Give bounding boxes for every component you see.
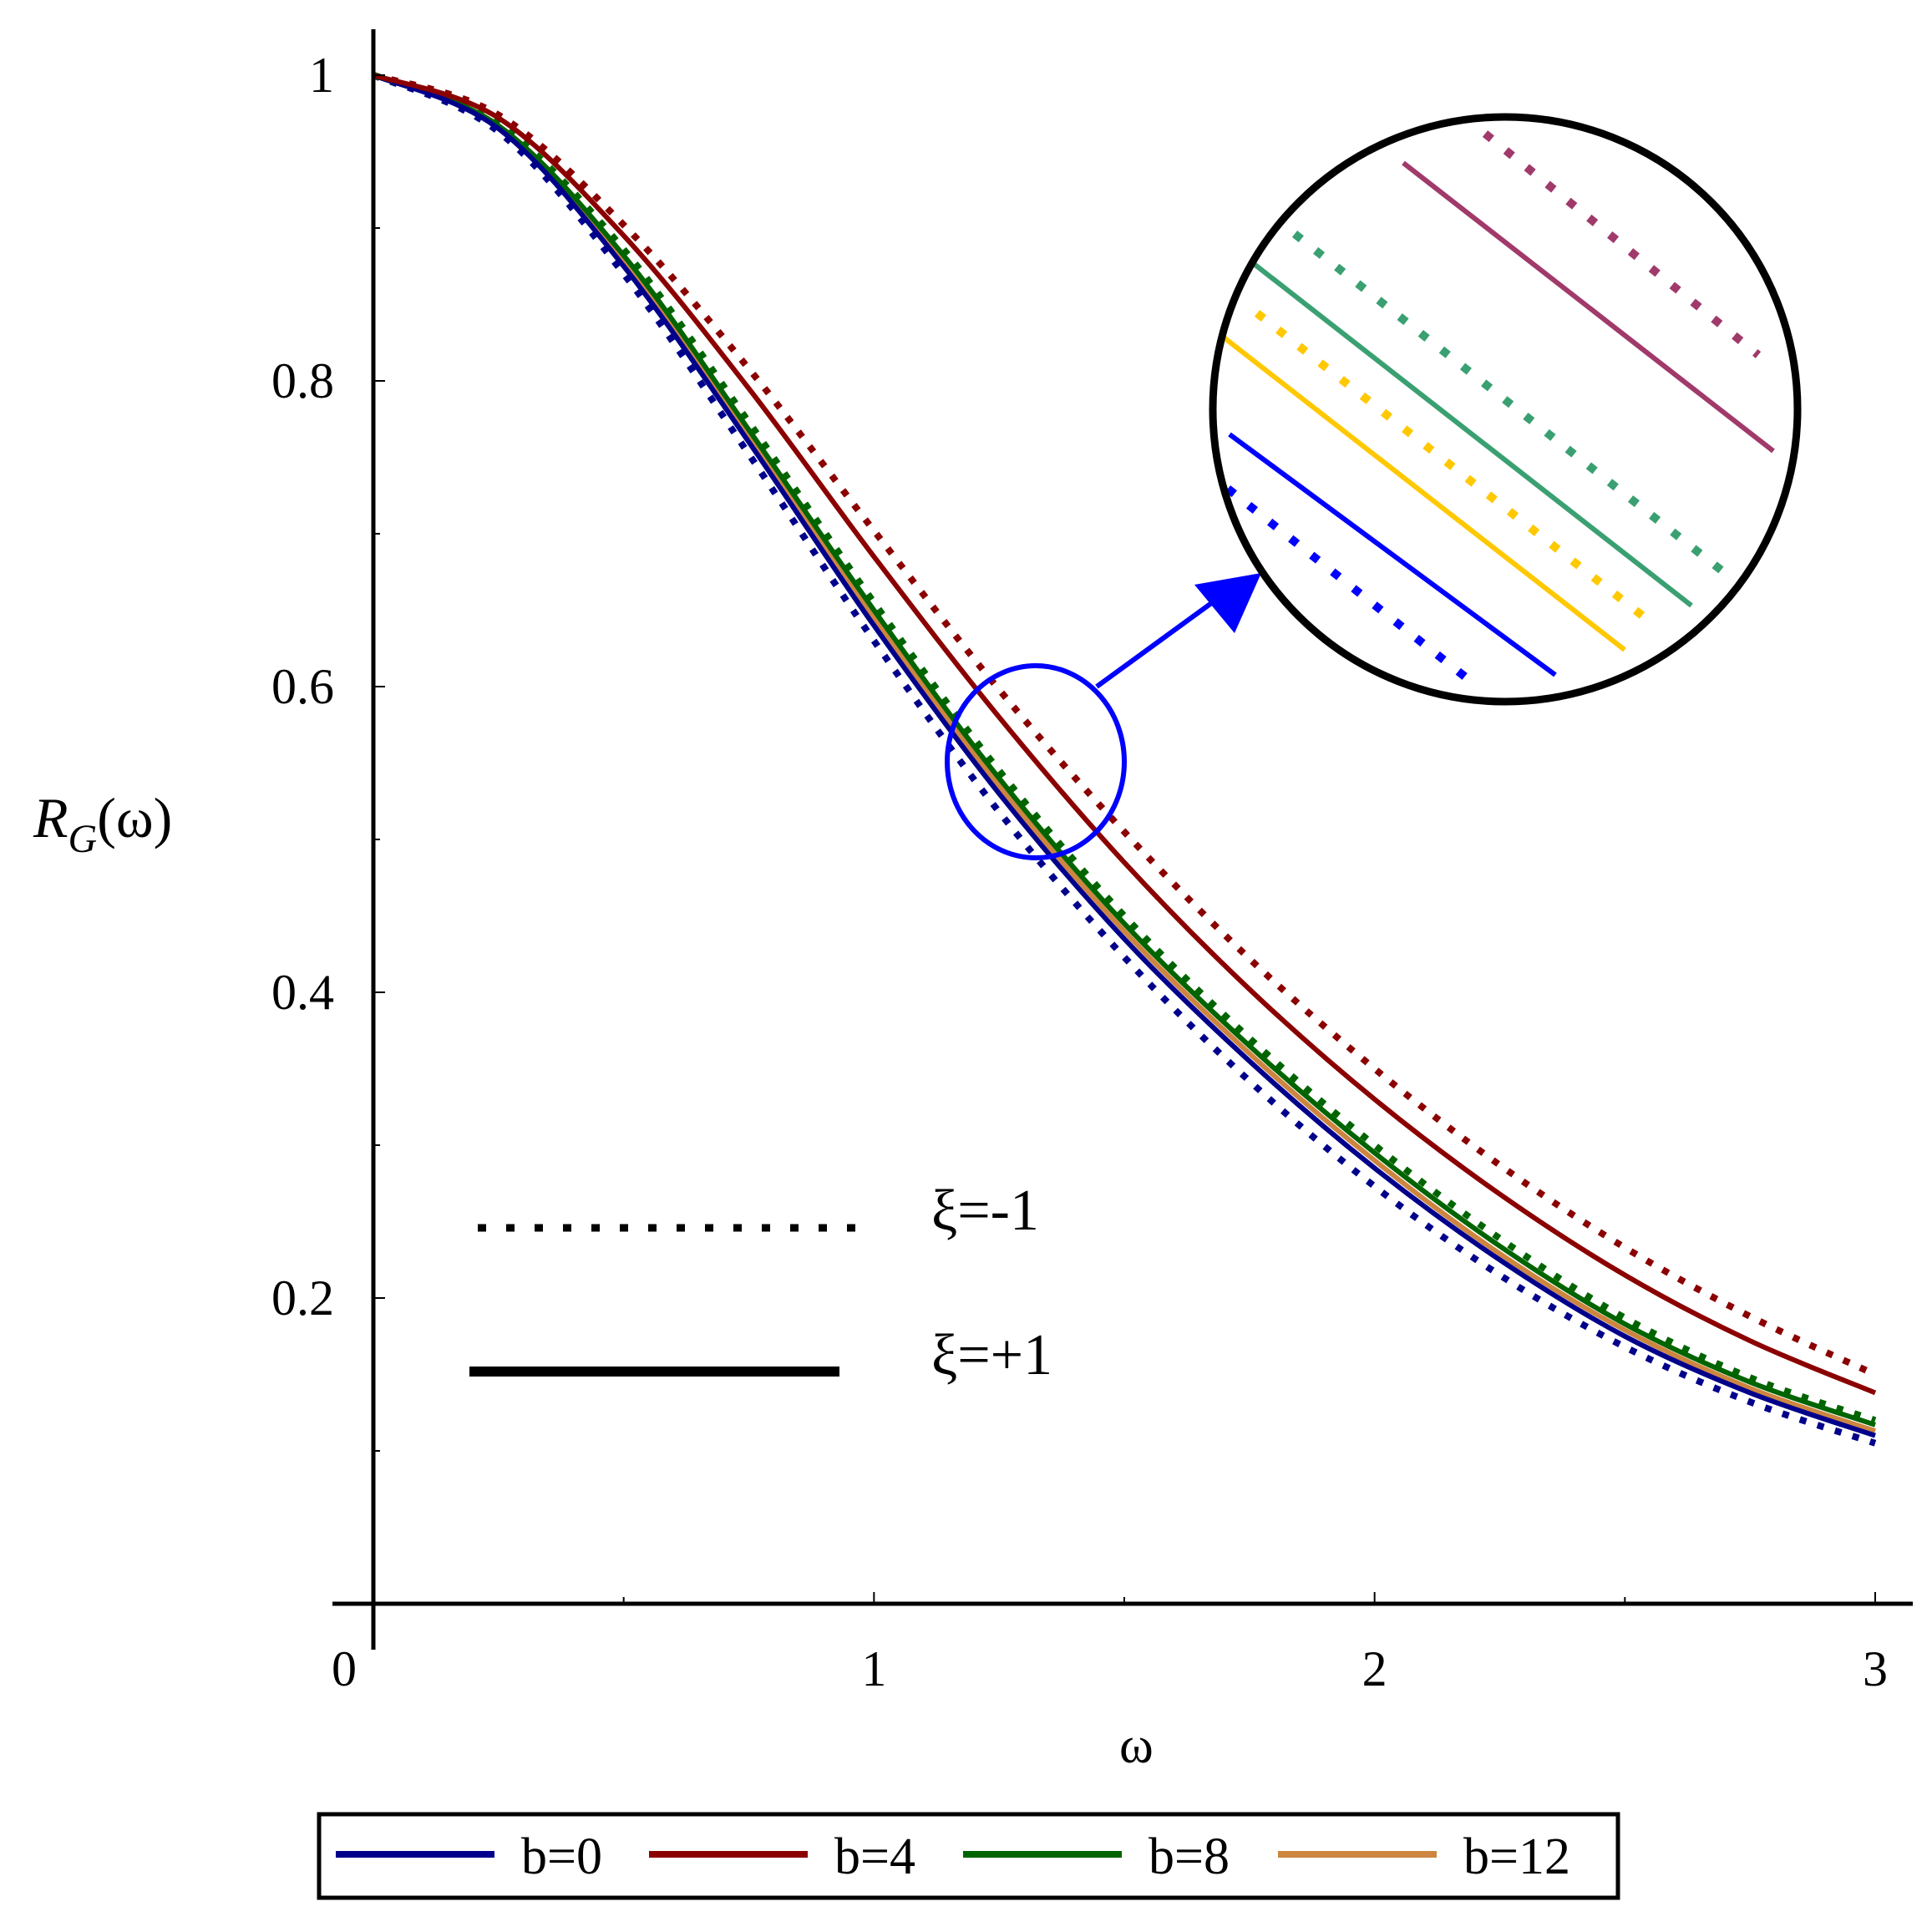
y-tick-label: 0.2 (271, 1270, 334, 1326)
series-layer (373, 72, 1877, 1447)
y-tick-label: 1 (309, 48, 334, 103)
zoom-inset-line-solid (1402, 160, 1775, 454)
legend: b=0 b=4 b=8 b=12 (317, 1812, 1620, 1900)
series-line-b0-dotted (373, 72, 1877, 1447)
zoom-inset-line-solid (1228, 432, 1557, 677)
series-line-b12-solid (373, 73, 1876, 1434)
zoom-inset-line-dotted (1254, 310, 1649, 621)
legend-label: b=0 (521, 1828, 602, 1885)
y-tick-label: 0.8 (271, 353, 334, 408)
zoom-inset-circle (1209, 113, 1802, 706)
axes (332, 29, 1913, 1650)
legend-label: b=12 (1463, 1828, 1570, 1885)
series-line-b0-solid (373, 73, 1876, 1438)
zoom-inset-line-solid (1251, 261, 1693, 608)
legend-label: b=8 (1149, 1828, 1230, 1885)
line-style-key: ξ=-1 ξ=+1 (469, 1179, 1052, 1387)
zoom-annotation (945, 113, 1802, 860)
zoom-highlight-ellipse (945, 663, 1127, 860)
x-tick-label: 0 (332, 1641, 357, 1696)
y-tick-label: 0.4 (271, 965, 334, 1020)
x-tick-label: 3 (1863, 1641, 1888, 1696)
x-axis-label: ω (1119, 1717, 1154, 1774)
zoom-inset-line-dotted (1291, 231, 1732, 580)
y-axis-label-subscript: G (68, 817, 98, 861)
series-line-b8-solid (373, 73, 1876, 1427)
tick-labels: 0 1 2 3 0.2 0.4 0.6 0.8 1 (271, 48, 1888, 1696)
zoom-inset-line-dotted (1482, 130, 1762, 358)
legend-label: b=4 (834, 1828, 915, 1885)
series-line-b4-solid (373, 73, 1877, 1396)
x-tick-label: 2 (1362, 1641, 1387, 1696)
y-axis-label-argument: (ω) (97, 786, 173, 849)
y-axis-label-main: R (33, 786, 68, 849)
series-line-b8-dotted (373, 72, 1877, 1424)
zoom-inset-line-solid (1218, 332, 1626, 652)
y-axis-label: RG(ω) (33, 785, 173, 861)
style-key-label: ξ=-1 (931, 1179, 1039, 1243)
zoom-arrow-shaft (1095, 595, 1221, 689)
zoom-inset-lines (1218, 130, 1775, 684)
y-tick-label: 0.6 (271, 659, 334, 714)
zoom-arrow-head (1194, 573, 1261, 633)
style-key-label: ξ=+1 (931, 1323, 1052, 1387)
x-tick-label: 1 (861, 1641, 886, 1696)
